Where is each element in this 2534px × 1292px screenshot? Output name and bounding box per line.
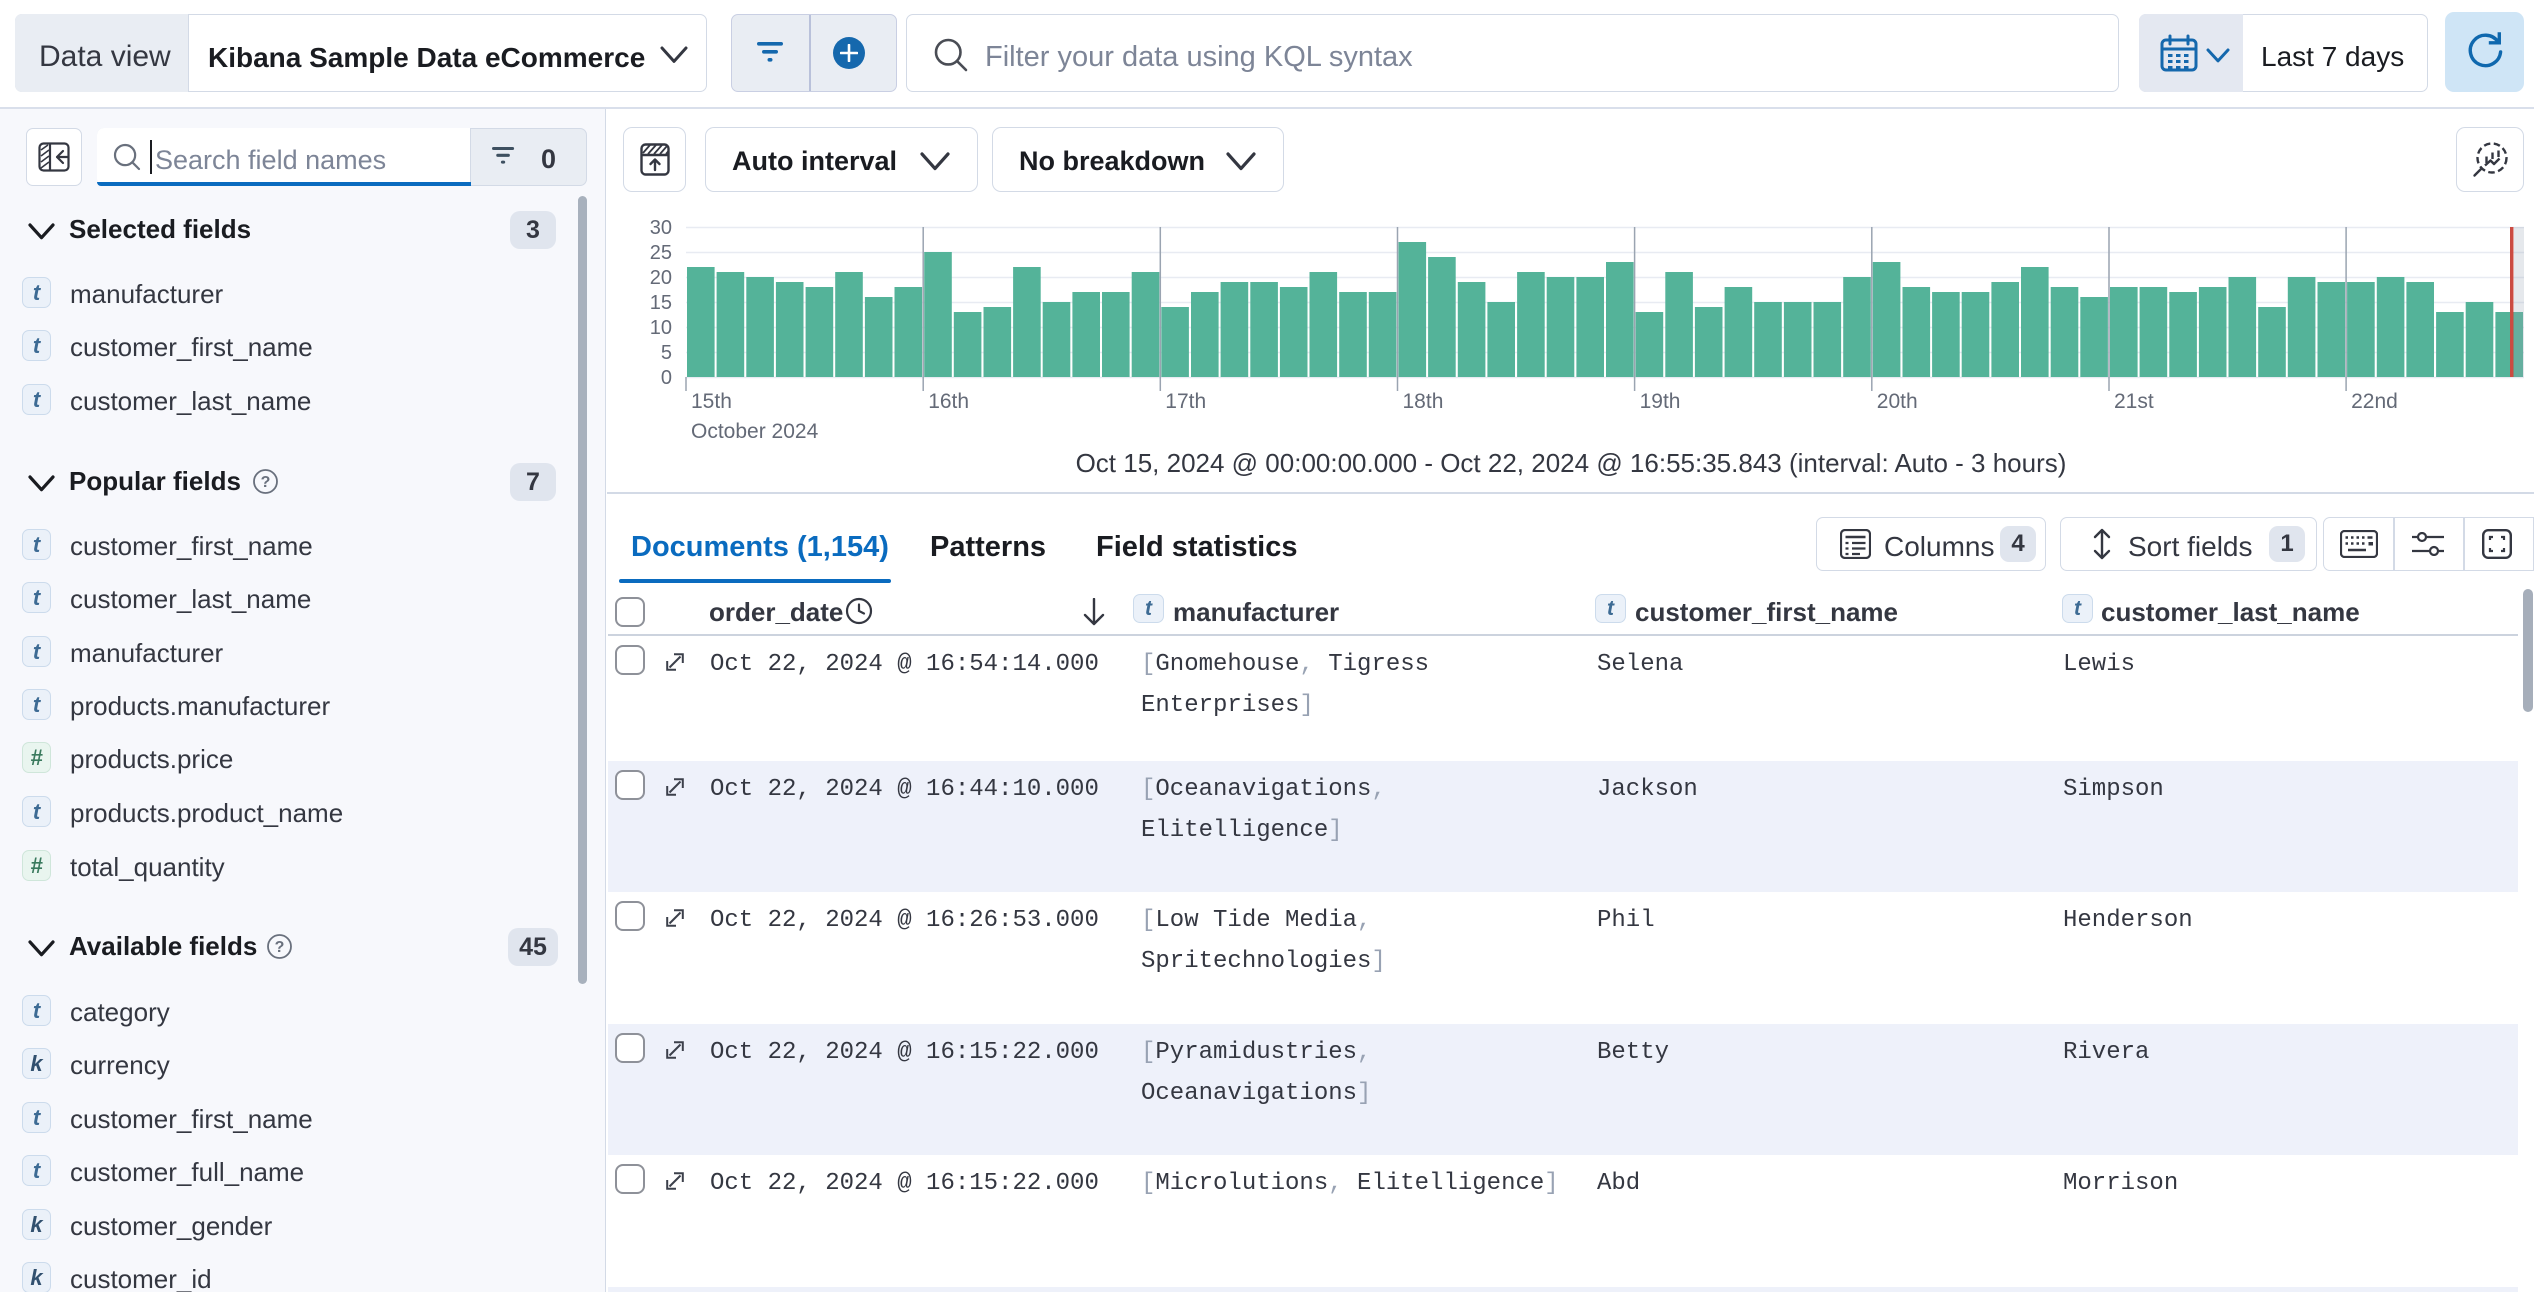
svg-text:18th: 18th xyxy=(1403,390,1444,413)
svg-text:16th: 16th xyxy=(928,390,969,413)
svg-text:21st: 21st xyxy=(2114,390,2154,413)
svg-text:19th: 19th xyxy=(1640,390,1681,413)
svg-text:17th: 17th xyxy=(1165,390,1206,413)
svg-text:20: 20 xyxy=(650,267,672,289)
svg-text:30: 30 xyxy=(650,217,672,239)
svg-text:22nd: 22nd xyxy=(2351,390,2398,413)
svg-text:October 2024: October 2024 xyxy=(691,420,819,443)
svg-text:25: 25 xyxy=(650,242,672,264)
svg-text:15: 15 xyxy=(650,292,672,314)
svg-text:0: 0 xyxy=(661,367,672,389)
svg-text:20th: 20th xyxy=(1877,390,1918,413)
svg-text:?: ? xyxy=(261,474,271,491)
svg-text:15th: 15th xyxy=(691,390,732,413)
svg-text:?: ? xyxy=(275,939,285,956)
svg-text:10: 10 xyxy=(650,317,672,339)
svg-text:5: 5 xyxy=(661,342,672,364)
